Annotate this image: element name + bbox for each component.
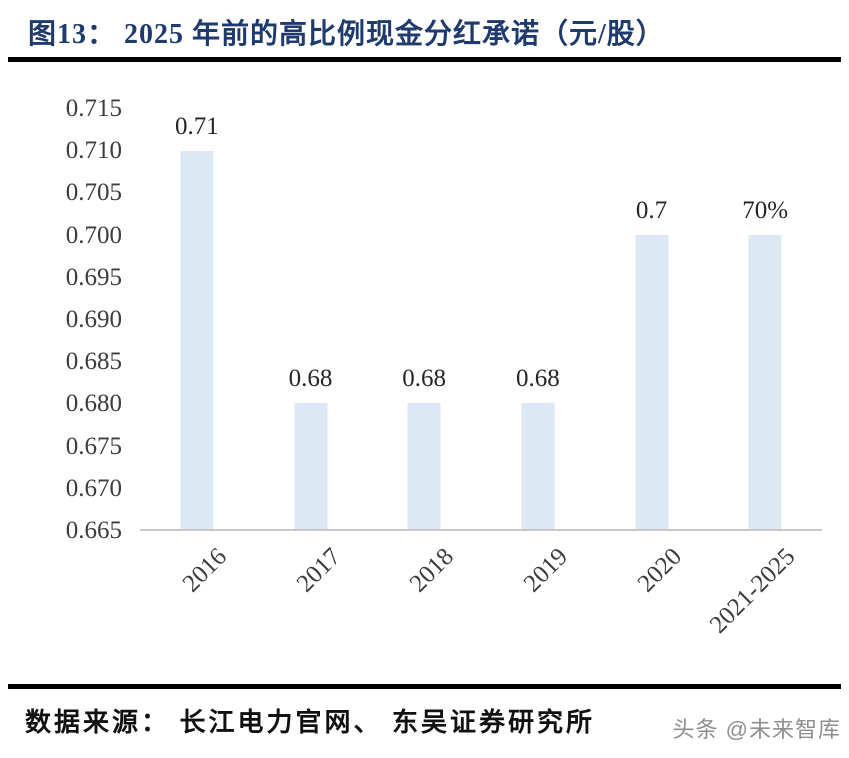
y-axis-tick-label: 0.695	[65, 263, 122, 291]
bar-2016	[180, 151, 214, 529]
bar-value-label: 0.68	[515, 365, 560, 392]
bar-value-label: 0.7	[635, 197, 668, 224]
bar-2018	[407, 403, 441, 529]
y-axis-tick-label: 0.675	[65, 432, 122, 460]
y-axis: 0.715 0.710 0.705 0.700 0.695 0.690 0.685 0.680…	[30, 95, 122, 544]
bar-group-2020: 0.7 2020	[595, 109, 709, 597]
x-axis-label: 2019	[518, 543, 573, 598]
watermark-text: 头条 @未来智库	[672, 717, 841, 742]
bar-value-label: 70%	[742, 197, 789, 224]
bar-2021-2025	[748, 235, 782, 529]
x-axis-label: 2016	[177, 543, 232, 598]
bar-value-label: 0.68	[288, 365, 333, 392]
bar-group-2017: 0.68 2017	[254, 109, 368, 597]
y-axis-tick-label: 0.700	[65, 221, 122, 249]
bars-row: 0.71 2016 0.68 2017 0.68 2018 0.68 2019 0.7 2020 7…	[140, 109, 822, 639]
data-source-text: 数据来源： 长江电力官网、 东吴证券研究所	[25, 708, 596, 737]
y-axis-tick-label: 0.665	[65, 517, 122, 544]
y-axis-tick-label: 0.705	[65, 179, 122, 207]
figure-title: 图13： 2025 年前的高比例现金分红承诺（元/股）	[28, 19, 665, 50]
bar-2020	[635, 235, 669, 529]
bar-group-2018: 0.68 2018	[367, 109, 481, 597]
y-axis-tick-label: 0.710	[65, 137, 122, 165]
y-axis-tick-label: 0.680	[65, 390, 122, 418]
y-axis-tick-label: 0.690	[65, 306, 122, 333]
x-axis-label: 2017	[291, 543, 346, 598]
bar-group-2016: 0.71 2016	[140, 109, 254, 597]
plot-area: 0.71 2016 0.68 2017 0.68 2018 0.68 2019 0.7 2020 7…	[140, 109, 822, 639]
y-axis-tick-label: 0.670	[65, 474, 122, 502]
bar-2019	[521, 403, 555, 529]
top-divider-rule	[8, 57, 841, 62]
y-axis-tick-label: 0.715	[65, 95, 122, 122]
bar-group-2021-2025: 70% 2021-2025	[705, 109, 822, 639]
bar-value-label: 0.71	[174, 113, 219, 140]
bottom-divider-rule	[8, 684, 841, 689]
x-axis-label: 2018	[404, 543, 460, 598]
bar-value-label: 0.68	[402, 365, 447, 392]
x-axis-label: 2020	[632, 543, 687, 598]
bar-group-2019: 0.68 2019	[481, 109, 595, 597]
y-axis-tick-label: 0.685	[65, 348, 122, 376]
x-axis-label: 2021-2025	[704, 543, 801, 639]
bar-2017	[294, 403, 327, 529]
